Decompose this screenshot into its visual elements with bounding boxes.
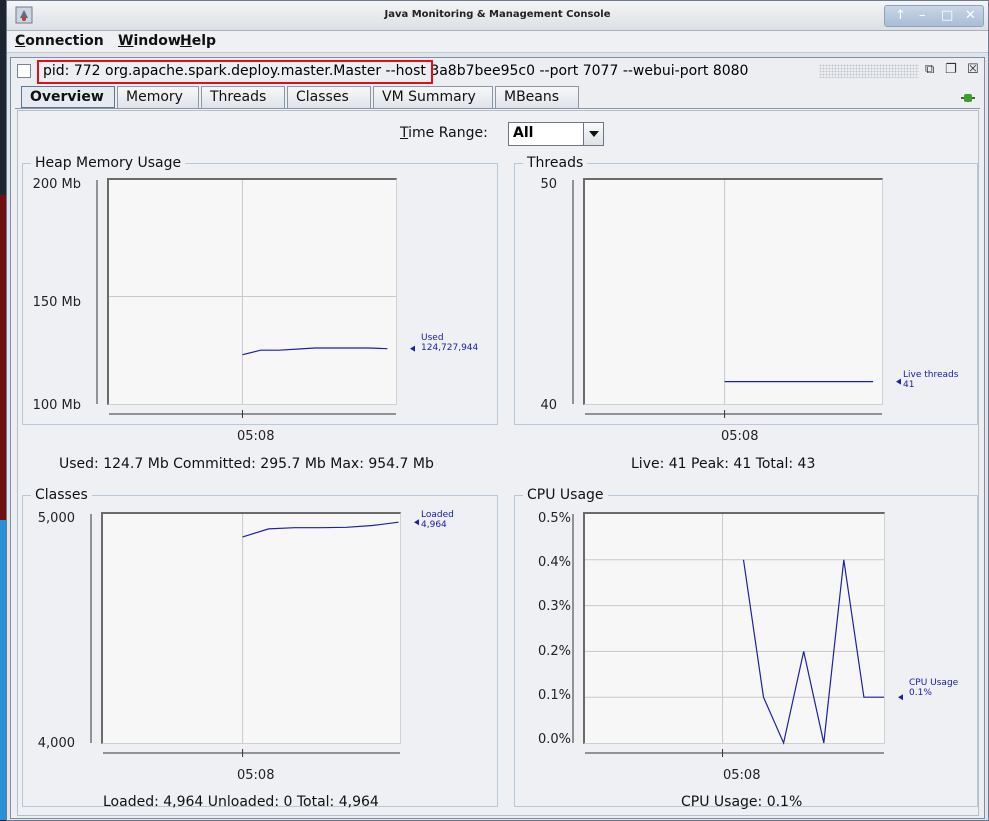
tab-memory[interactable]: Memory <box>117 86 199 108</box>
classes-xtick: 05:08 <box>237 768 275 783</box>
cpu-panel: CPU Usage 0.5% 0.4% 0.3% 0.2% 0.1% 0.0% 05:08… <box>514 487 978 810</box>
frame-restore-icon[interactable]: ⧉ <box>925 62 935 77</box>
cpu-xtick: 05:08 <box>723 768 761 783</box>
classes-plot-area <box>90 512 419 757</box>
threads-plot-area <box>572 178 901 418</box>
classes-panel-title: Classes <box>31 487 92 503</box>
classes-ytick-bottom: 4,000 <box>37 736 75 751</box>
threads-panel-title: Threads <box>523 155 588 171</box>
plot-threads-svg <box>572 180 901 418</box>
cpu-ytick: 0.4% <box>537 555 571 571</box>
heap-ytick-mid: 150 Mb <box>32 295 81 310</box>
classes-panel: Classes 5,000 4,000 05:08 Loaded 4,964 Lo… <box>22 487 498 810</box>
series-marker-icon <box>414 519 419 526</box>
heap-xtick: 05:08 <box>237 429 275 444</box>
time-range-label: Time Range: <box>400 125 488 141</box>
plot-cpu-svg <box>572 514 903 757</box>
classes-series-label: Loaded 4,964 <box>421 510 454 530</box>
classes-ytick-top: 5,000 <box>37 511 75 526</box>
desktop-window-sliver <box>0 195 10 520</box>
tab-overview[interactable]: Overview <box>21 86 115 108</box>
series-line-loaded <box>242 521 399 538</box>
window-close-button[interactable]: ✕ <box>965 8 976 23</box>
cpu-ytick: 0.1% <box>537 687 571 703</box>
heap-series-label: Used 124,727,944 <box>421 333 479 353</box>
frame-close-icon[interactable]: ☒ <box>967 62 979 77</box>
cpu-ytick: 0.3% <box>537 599 571 615</box>
series-line-used <box>242 347 388 356</box>
time-range-select[interactable]: All <box>508 122 604 146</box>
cpu-series-label: CPU Usage 0.1% <box>909 678 959 698</box>
plot-classes-svg <box>90 514 419 757</box>
threads-ytick-top: 50 <box>540 177 557 192</box>
process-pid-label: pid: 772 org.apache.spark.deploy.master.… <box>43 63 382 79</box>
classes-summary: Loaded: 4,964 Unloaded: 0 Total: 4,964 <box>103 794 379 810</box>
heap-panel: Heap Memory Usage 200 Mb 150 Mb 100 Mb 0… <box>22 155 498 472</box>
window-controls: ↑ – □ ✕ <box>884 5 984 27</box>
title-bar[interactable]: Java Monitoring & Management Console ↑ –… <box>7 1 988 31</box>
frame-maximize-icon[interactable]: ❐ <box>945 62 957 77</box>
java-app-icon <box>15 6 33 24</box>
overview-content: Time Range: All Heap Memory Usage 200 Mb… <box>17 110 979 816</box>
time-range-value: All <box>513 125 534 141</box>
menu-bar: Connection Window Help <box>7 31 988 53</box>
tab-classes[interactable]: Classes <box>287 86 371 108</box>
menu-help[interactable]: Help <box>180 33 217 49</box>
window-maximize-button[interactable]: □ <box>941 8 954 23</box>
menu-connection[interactable]: Connection <box>15 33 104 49</box>
window-title: Java Monitoring & Management Console <box>384 9 611 20</box>
heap-ytick-top: 200 Mb <box>32 177 81 192</box>
heap-summary: Used: 124.7 Mb Committed: 295.7 Mb Max: … <box>59 456 434 472</box>
chevron-down-icon[interactable] <box>583 123 603 145</box>
process-command: pid: 772 org.apache.spark.deploy.master.… <box>43 63 748 79</box>
plot-heap-svg <box>96 180 415 418</box>
cpu-summary: CPU Usage: 0.1% <box>681 794 803 810</box>
jconsole-window: Java Monitoring & Management Console ↑ –… <box>6 0 989 821</box>
tab-mbeans[interactable]: MBeans <box>495 86 579 108</box>
cpu-ytick: 0.5% <box>537 511 571 526</box>
tab-threads[interactable]: Threads <box>201 86 285 108</box>
tab-vm-summary[interactable]: VM Summary <box>373 86 493 108</box>
threads-xtick: 05:08 <box>721 429 759 444</box>
desktop-wallpaper-sliver <box>0 520 10 820</box>
window-shade-button[interactable]: ↑ <box>895 8 906 23</box>
cpu-ytick: 0.0% <box>537 732 571 747</box>
heap-plot-area <box>96 178 415 418</box>
heap-panel-title: Heap Memory Usage <box>31 155 186 171</box>
threads-panel: Threads 50 40 05:08 Live threads 41 Live:… <box>514 155 978 472</box>
internal-frame: pid: 772 org.apache.spark.deploy.master.… <box>10 57 985 819</box>
threads-ytick-bottom: 40 <box>540 398 557 413</box>
pid-highlight-box <box>37 60 433 84</box>
series-line-cpu-usage <box>742 559 884 745</box>
frame-icon <box>17 64 31 78</box>
menu-window[interactable]: Window <box>118 33 181 49</box>
cpu-plot-area <box>572 512 903 757</box>
series-marker-icon <box>410 345 415 352</box>
threads-series-label: Live threads 41 <box>903 370 959 390</box>
heap-ytick-bottom: 100 Mb <box>32 398 81 413</box>
window-minimize-button[interactable]: – <box>919 8 926 23</box>
process-args-label: --host 3a8b7bee95c0 --port 7077 --webui-… <box>381 63 749 79</box>
tab-divider <box>15 108 980 109</box>
desktop-background <box>0 0 10 821</box>
internal-frame-title[interactable]: pid: 772 org.apache.spark.deploy.master.… <box>11 58 984 84</box>
series-marker-icon <box>898 694 903 701</box>
cpu-panel-title: CPU Usage <box>523 487 608 503</box>
title-grip-pattern <box>819 64 919 78</box>
cpu-ytick: 0.2% <box>537 643 571 659</box>
connection-status-icon <box>961 94 975 102</box>
series-marker-icon <box>896 378 901 385</box>
threads-summary: Live: 41 Peak: 41 Total: 43 <box>631 456 816 472</box>
